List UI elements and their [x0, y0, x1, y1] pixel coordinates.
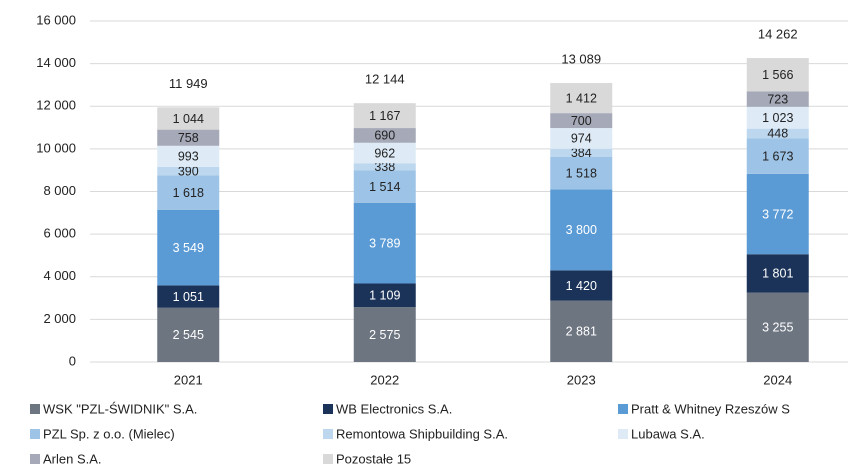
data-label: 1 051: [173, 290, 204, 304]
data-label: 3 789: [369, 236, 400, 250]
data-label: 2 575: [369, 328, 400, 342]
data-label: 3 800: [566, 223, 597, 237]
y-tick-label: 14 000: [36, 55, 76, 70]
legend-swatch: [618, 404, 628, 414]
data-label: 390: [178, 164, 199, 178]
bar-segment: [550, 148, 613, 157]
data-label: 1 566: [762, 68, 793, 82]
data-label: 723: [767, 92, 788, 106]
bar-segment: [353, 307, 416, 362]
data-label: 1 518: [566, 166, 597, 180]
y-tick-label: 16 000: [36, 12, 76, 27]
bar-segment: [157, 107, 220, 130]
y-tick-label: 4 000: [43, 268, 76, 283]
data-label: 1 044: [173, 112, 204, 126]
legend-swatch: [323, 454, 333, 464]
bar-segment: [157, 166, 220, 176]
bar-segment: [353, 283, 416, 308]
data-label: 993: [178, 150, 199, 164]
legend-label: Pratt & Whitney Rzeszów S: [631, 401, 790, 416]
bar-segment: [746, 254, 809, 293]
legend-label: WSK "PZL-ŚWIDNIK" S.A.: [43, 401, 197, 416]
data-label: 338: [374, 160, 395, 174]
bar-segment: [353, 103, 416, 129]
data-label: 974: [571, 132, 592, 146]
bar-segment: [746, 128, 809, 139]
bar-segment: [353, 202, 416, 284]
data-label: 2 881: [566, 325, 597, 339]
bar-segment: [157, 175, 220, 210]
y-tick-label: 10 000: [36, 140, 76, 155]
total-label: 12 144: [365, 72, 405, 87]
x-tick-label: 2023: [567, 372, 596, 387]
legend-label: Remontowa Shipbuilding S.A.: [336, 426, 508, 441]
bar-segment: [157, 209, 220, 286]
x-tick-label: 2022: [370, 372, 399, 387]
bar-segment: [353, 163, 416, 171]
bar-segment: [550, 83, 613, 114]
legend-label: WB Electronics S.A.: [336, 401, 452, 416]
data-label: 1 801: [762, 267, 793, 281]
bar-segment: [353, 142, 416, 164]
data-label: 700: [571, 114, 592, 128]
bar-segment: [353, 128, 416, 143]
total-label: 14 262: [758, 26, 798, 41]
y-tick-label: 12 000: [36, 98, 76, 113]
legend-swatch: [30, 429, 40, 439]
data-label: 448: [767, 127, 788, 141]
y-tick-label: 0: [69, 353, 76, 368]
legend-swatch: [30, 454, 40, 464]
legend-label: Pozostałe 15: [336, 451, 411, 466]
bar-segment: [550, 113, 613, 129]
bar-segment: [157, 307, 220, 362]
data-label: 3 772: [762, 207, 793, 221]
bar-segment: [746, 292, 809, 362]
bar-segment: [746, 106, 809, 129]
bar-segment: [550, 270, 613, 301]
total-label: 13 089: [561, 51, 601, 66]
bar-segment: [746, 173, 809, 255]
data-label: 1 167: [369, 109, 400, 123]
bar-segment: [550, 156, 613, 190]
data-label: 1 109: [369, 289, 400, 303]
y-tick-label: 6 000: [43, 226, 76, 241]
data-label: 2 545: [173, 328, 204, 342]
bar-segment: [550, 300, 613, 362]
data-label: 1 618: [173, 186, 204, 200]
bar-segment: [746, 58, 809, 92]
bar-segment: [157, 145, 220, 167]
legend-swatch: [323, 429, 333, 439]
data-label: 1 412: [566, 91, 597, 105]
legend-swatch: [30, 404, 40, 414]
bar-segment: [353, 170, 416, 203]
x-tick-label: 2024: [763, 372, 792, 387]
bar-segment: [550, 189, 613, 271]
data-label: 1 673: [762, 149, 793, 163]
bar-segment: [746, 138, 809, 174]
y-tick-label: 2 000: [43, 311, 76, 326]
data-label: 758: [178, 131, 199, 145]
data-label: 3 549: [173, 241, 204, 255]
legend-swatch: [618, 429, 628, 439]
data-label: 690: [374, 129, 395, 143]
data-label: 384: [571, 146, 592, 160]
bar-segment: [746, 91, 809, 107]
x-tick-label: 2021: [174, 372, 203, 387]
bar-segment: [157, 129, 220, 146]
legend-swatch: [323, 404, 333, 414]
legend-label: Lubawa S.A.: [631, 426, 705, 441]
data-label: 1 420: [566, 279, 597, 293]
data-label: 3 255: [762, 321, 793, 335]
data-label: 1 514: [369, 180, 400, 194]
total-label: 11 949: [169, 76, 208, 91]
legend-label: PZL Sp. z o.o. (Mielec): [43, 426, 175, 441]
data-label: 1 023: [762, 111, 793, 125]
data-label: 962: [374, 146, 395, 160]
bar-segment: [157, 285, 220, 308]
legend-label: Arlen S.A.: [43, 451, 102, 466]
bar-segment: [550, 128, 613, 149]
y-tick-label: 8 000: [43, 183, 76, 198]
